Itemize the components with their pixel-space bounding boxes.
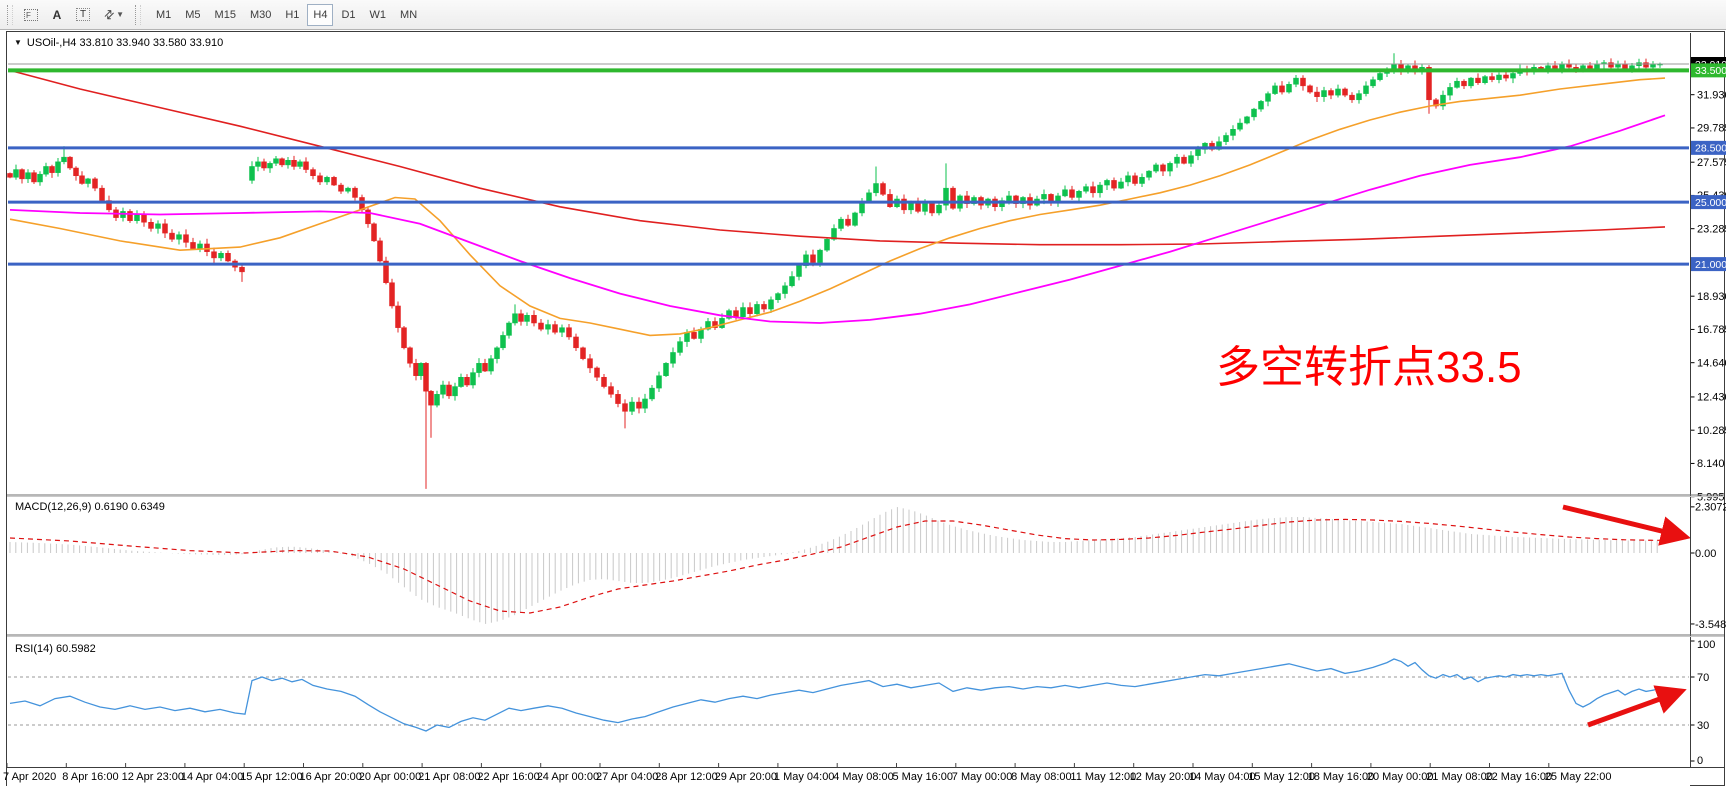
rsi-axis-label: 100	[1697, 639, 1715, 651]
pane-borders	[6, 33, 1724, 768]
tf-button-H1[interactable]: H1	[285, 8, 300, 21]
date-label: 29 Apr 20:00	[714, 771, 777, 783]
macd-axis-label: 0.00	[1695, 548, 1716, 560]
price-label: 12.430	[1697, 392, 1726, 404]
price-badge-label: 28.500	[1695, 143, 1726, 155]
ma-red-line	[9, 69, 1666, 246]
rsi-axis-label: 30	[1697, 720, 1709, 732]
date-label: 14 May 04:00	[1189, 771, 1256, 783]
date-label: 8 Apr 16:00	[62, 771, 119, 783]
chart-annotation-text: 多空转折点33.5	[1216, 343, 1522, 392]
tf-button-M30[interactable]: M30	[249, 8, 272, 21]
date-label: 14 Apr 04:00	[180, 771, 244, 783]
price-label: 8.140	[1697, 458, 1725, 470]
letter-a-icon: A	[52, 7, 62, 22]
date-label: 25 May 22:00	[1544, 771, 1612, 783]
date-label: 11 May 12:00	[1070, 771, 1137, 783]
date-label: 27 Apr 04:00	[596, 771, 659, 783]
annotation-text-tool-button[interactable]: A	[46, 4, 68, 26]
price-badge-label: 33.500	[1695, 65, 1726, 77]
tf-button-M15[interactable]: M15	[214, 8, 236, 21]
date-axis[interactable]: 7 Apr 2020 8 Apr 16:00 12 Apr 23:00 14 Apr …	[3, 769, 1690, 786]
rsi-axis-label: 70	[1697, 672, 1709, 684]
price-label: 18.930	[1697, 291, 1726, 303]
bar-chart-icon: F	[24, 8, 38, 21]
price-badge	[1691, 257, 1726, 272]
price-badge	[1691, 195, 1726, 210]
price-label: 16.785	[1697, 324, 1726, 336]
price-label: 31.930	[1697, 89, 1726, 101]
price-badge	[1691, 140, 1726, 155]
price-label: 5.995	[1697, 491, 1725, 503]
bar-chart-tool-button[interactable]: F	[18, 4, 44, 26]
date-label: 12 May 20:00	[1129, 771, 1197, 783]
tf-button-H4[interactable]: H4	[307, 3, 334, 26]
timeframe-button-group: M1 M5 M15 M30 H1 H4 D1 W1 MN	[149, 3, 424, 26]
chart-window[interactable]	[6, 31, 1725, 786]
tf-button-MN[interactable]: MN	[400, 8, 418, 21]
macd-indicator-label: MACD(12,26,9) 0.6190 0.6349	[15, 501, 165, 513]
macd-axis-label: -3.5484	[1695, 619, 1726, 631]
tf-button-D1[interactable]: D1	[341, 8, 356, 21]
date-label: 20 May 00:00	[1366, 771, 1434, 783]
date-label: 1 May 04:00	[773, 771, 835, 783]
letter-t-icon: T	[76, 8, 90, 21]
date-label: 7 May 00:00	[951, 771, 1013, 783]
tf-button-W1[interactable]: W1	[369, 8, 387, 21]
macd-axis-label: 2.3072	[1695, 502, 1726, 514]
date-label: 24 Apr 00:00	[536, 771, 600, 783]
price-label: 27.575	[1697, 157, 1726, 169]
date-label: 7 Apr 2020	[3, 771, 57, 783]
macd-pane: 2.3072 0.00 -3.5484	[9, 502, 1726, 631]
date-label: 21 May 08:00	[1426, 771, 1493, 783]
price-label: 14.640	[1697, 357, 1726, 369]
date-label: 5 May 16:00	[892, 771, 954, 783]
macd-signal-line	[9, 518, 1660, 614]
rsi-line	[9, 658, 1661, 732]
chevron-down-icon: ▼	[116, 10, 124, 19]
chart-title-text: USOil-,H4 33.810 33.940 33.580 33.910	[26, 37, 224, 49]
diagonal-arrows-icon: ⇅	[100, 5, 118, 24]
date-label: 15 May 12:00	[1248, 771, 1315, 783]
collapse-triangle-icon[interactable]: ▼	[14, 38, 22, 47]
date-label: 28 Apr 12:00	[655, 771, 718, 783]
ma-magenta-line	[9, 114, 1666, 324]
text-label-tool-button[interactable]: T	[70, 4, 96, 26]
price-axis[interactable]: 31.93029.78527.57525.43023.28518.93016.7…	[1690, 57, 1726, 503]
date-label: 20 Apr 00:00	[358, 771, 422, 783]
rsi-pane: 100 70 30 0	[8, 639, 1715, 767]
tf-button-M1[interactable]: M1	[155, 8, 172, 21]
price-label: 10.285	[1697, 425, 1726, 437]
toolbar-grip[interactable]	[134, 4, 141, 25]
date-label: 15 Apr 12:00	[240, 771, 303, 783]
toolbar: F A T ⇅ ▼ M1 M5 M15 M30 H1 H4 D1 W1 MN	[0, 0, 1726, 30]
price-badge-label: 21.000	[1695, 259, 1726, 271]
rsi-indicator-label: RSI(14) 60.5982	[15, 643, 96, 655]
price-badge	[1691, 63, 1726, 78]
date-label: 8 May 08:00	[1011, 771, 1072, 783]
price-badge-label: 25.000	[1695, 197, 1726, 209]
date-label: 12 Apr 23:00	[121, 771, 184, 783]
tf-button-M5[interactable]: M5	[185, 8, 201, 21]
date-label: 18 May 16:00	[1307, 771, 1375, 783]
date-label: 16 Apr 20:00	[299, 771, 362, 783]
date-label: 22 Apr 16:00	[477, 771, 540, 783]
candlestick-series	[7, 53, 1663, 489]
cursor-mode-dropdown-button[interactable]: ⇅ ▼	[98, 4, 130, 26]
macd-down-arrow	[1562, 504, 1691, 546]
toolbar-grip[interactable]	[7, 4, 13, 25]
ma-orange-line	[9, 77, 1666, 337]
price-label: 23.285	[1697, 223, 1726, 235]
chart-title: ▼ USOil-,H4 33.810 33.940 33.580 33.910	[14, 37, 223, 49]
date-label: 21 Apr 08:00	[418, 771, 481, 783]
date-label: 22 May 16:00	[1485, 771, 1553, 783]
rsi-axis-label: 0	[1697, 755, 1703, 767]
date-label: 4 May 08:00	[833, 771, 894, 783]
rsi-up-arrow	[1587, 685, 1687, 728]
price-label: 29.785	[1697, 123, 1726, 135]
